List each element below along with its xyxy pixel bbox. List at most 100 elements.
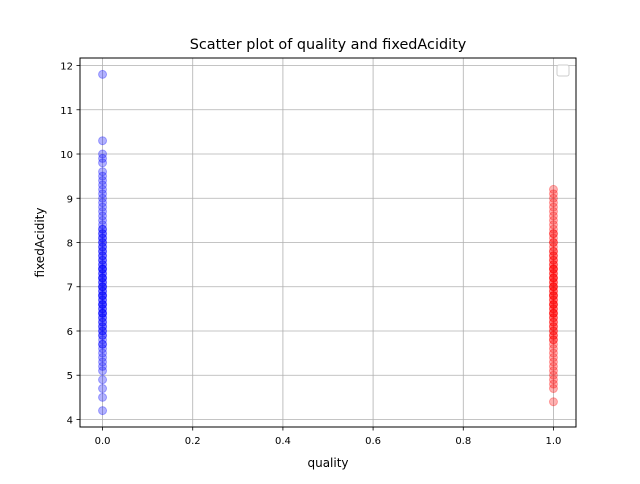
scatter-point-series-0 bbox=[98, 229, 108, 239]
scatter-point-series-1 bbox=[548, 299, 558, 309]
scatter-point-series-0 bbox=[98, 246, 108, 256]
scatter-point-series-1 bbox=[548, 375, 558, 385]
scatter-point-series-1 bbox=[548, 326, 558, 336]
scatter-point-series-1 bbox=[548, 260, 558, 270]
scatter-point-series-0 bbox=[98, 149, 108, 159]
scatter-point-series-1 bbox=[548, 286, 558, 296]
scatter-point-series-0 bbox=[98, 260, 108, 270]
scatter-point-series-0 bbox=[98, 167, 108, 177]
scatter-point-series-0 bbox=[98, 233, 108, 243]
scatter-point-series-0 bbox=[98, 286, 108, 296]
scatter-point-series-0 bbox=[98, 299, 108, 309]
scatter-point-series-0 bbox=[98, 299, 108, 309]
scatter-point-series-1 bbox=[548, 361, 558, 371]
scatter-point-series-0 bbox=[98, 224, 108, 234]
scatter-point-series-0 bbox=[98, 273, 108, 283]
scatter-point-series-0 bbox=[98, 304, 108, 314]
scatter-point-series-0 bbox=[98, 322, 108, 332]
scatter-point-series-0 bbox=[98, 268, 108, 278]
scatter-point-series-1 bbox=[548, 366, 558, 376]
scatter-point-series-0 bbox=[98, 304, 108, 314]
scatter-point-series-0 bbox=[98, 384, 108, 394]
scatter-point-series-1 bbox=[548, 246, 558, 256]
scatter-point-series-1 bbox=[548, 357, 558, 367]
legend-box bbox=[556, 64, 570, 77]
scatter-point-series-0 bbox=[98, 246, 108, 256]
scatter-point-series-0 bbox=[98, 136, 108, 146]
scatter-point-series-1 bbox=[548, 202, 558, 212]
scatter-point-series-0 bbox=[98, 264, 108, 274]
scatter-point-series-0 bbox=[98, 392, 108, 402]
scatter-point-series-1 bbox=[548, 397, 558, 407]
scatter-point-series-0 bbox=[98, 330, 108, 340]
x-tick-label: 0.6 bbox=[365, 436, 381, 447]
grid bbox=[80, 58, 576, 427]
scatter-point-series-1 bbox=[548, 251, 558, 261]
scatter-point-series-1 bbox=[548, 233, 558, 243]
scatter-point-series-1 bbox=[548, 322, 558, 332]
scatter-point-series-1 bbox=[548, 255, 558, 265]
scatter-point-series-0 bbox=[98, 251, 108, 261]
scatter-point-series-0 bbox=[98, 180, 108, 190]
scatter-point-series-1 bbox=[548, 264, 558, 274]
scatter-point-series-0 bbox=[98, 202, 108, 212]
scatter-point-series-0 bbox=[98, 268, 108, 278]
scatter-point-series-1 bbox=[548, 207, 558, 217]
y-tick-label: 5 bbox=[67, 371, 73, 382]
scatter-point-series-0 bbox=[98, 361, 108, 371]
x-tick-label: 0.4 bbox=[275, 436, 291, 447]
scatter-point-series-0 bbox=[98, 295, 108, 305]
scatter-point-series-0 bbox=[98, 264, 108, 274]
scatter-point-series-0 bbox=[98, 220, 108, 230]
scatter-point-series-1 bbox=[548, 277, 558, 287]
scatter-point-series-1 bbox=[548, 295, 558, 305]
x-tick-label: 0.8 bbox=[455, 436, 471, 447]
scatter-point-series-1 bbox=[548, 344, 558, 354]
scatter-point-series-0 bbox=[98, 313, 108, 323]
y-tick-label: 7 bbox=[67, 283, 73, 294]
x-tick-label: 0.0 bbox=[95, 436, 111, 447]
scatter-point-series-1 bbox=[548, 238, 558, 247]
scatter-point-series-1 bbox=[548, 268, 558, 278]
scatter-point-series-0 bbox=[98, 366, 108, 376]
scatter-point-series-1 bbox=[548, 291, 558, 301]
scatter-point-series-0 bbox=[98, 189, 108, 199]
scatter-point-series-0 bbox=[98, 282, 108, 292]
scatter-point-series-0 bbox=[98, 242, 108, 252]
scatter-point-series-1 bbox=[548, 282, 558, 292]
scatter-point-series-0 bbox=[98, 69, 108, 79]
scatter-point-series-0 bbox=[98, 282, 108, 292]
y-tick-label: 8 bbox=[67, 239, 73, 250]
chart-title: Scatter plot of quality and fixedAcidity bbox=[190, 37, 467, 53]
scatter-point-series-1 bbox=[548, 291, 558, 301]
scatter-point-series-0 bbox=[98, 353, 108, 363]
y-axis-label: fixedAcidity bbox=[33, 208, 47, 278]
scatter-point-series-0 bbox=[98, 277, 108, 287]
scatter-point-series-1 bbox=[548, 264, 558, 274]
scatter-point-series-0 bbox=[98, 158, 108, 168]
scatter-point-series-1 bbox=[548, 308, 558, 318]
scatter-point-series-0 bbox=[98, 198, 108, 208]
scatter-point-series-1 bbox=[548, 384, 558, 394]
scatter-point-series-1 bbox=[548, 304, 558, 314]
scatter-point-series-0 bbox=[98, 375, 108, 385]
scatter-point-series-1 bbox=[548, 193, 558, 203]
y-tick-label: 12 bbox=[60, 62, 73, 73]
scatter-point-series-0 bbox=[98, 348, 108, 358]
scatter-point-series-0 bbox=[98, 224, 108, 234]
scatter-point-series-1 bbox=[548, 348, 558, 358]
x-tick-label: 0.2 bbox=[185, 436, 201, 447]
scatter-point-series-1 bbox=[548, 286, 558, 296]
scatter-point-series-1 bbox=[548, 295, 558, 305]
scatter-point-series-0 bbox=[98, 322, 108, 332]
scatter-point-series-1 bbox=[548, 304, 558, 314]
scatter-point-series-1 bbox=[548, 251, 558, 261]
scatter-point-series-0 bbox=[98, 277, 108, 287]
scatter-point-series-1 bbox=[548, 238, 558, 247]
scatter-point-series-0 bbox=[98, 171, 108, 181]
scatter-point-series-0 bbox=[98, 282, 108, 292]
scatter-point-series-1 bbox=[548, 264, 558, 274]
scatter-point-series-0 bbox=[98, 211, 108, 221]
